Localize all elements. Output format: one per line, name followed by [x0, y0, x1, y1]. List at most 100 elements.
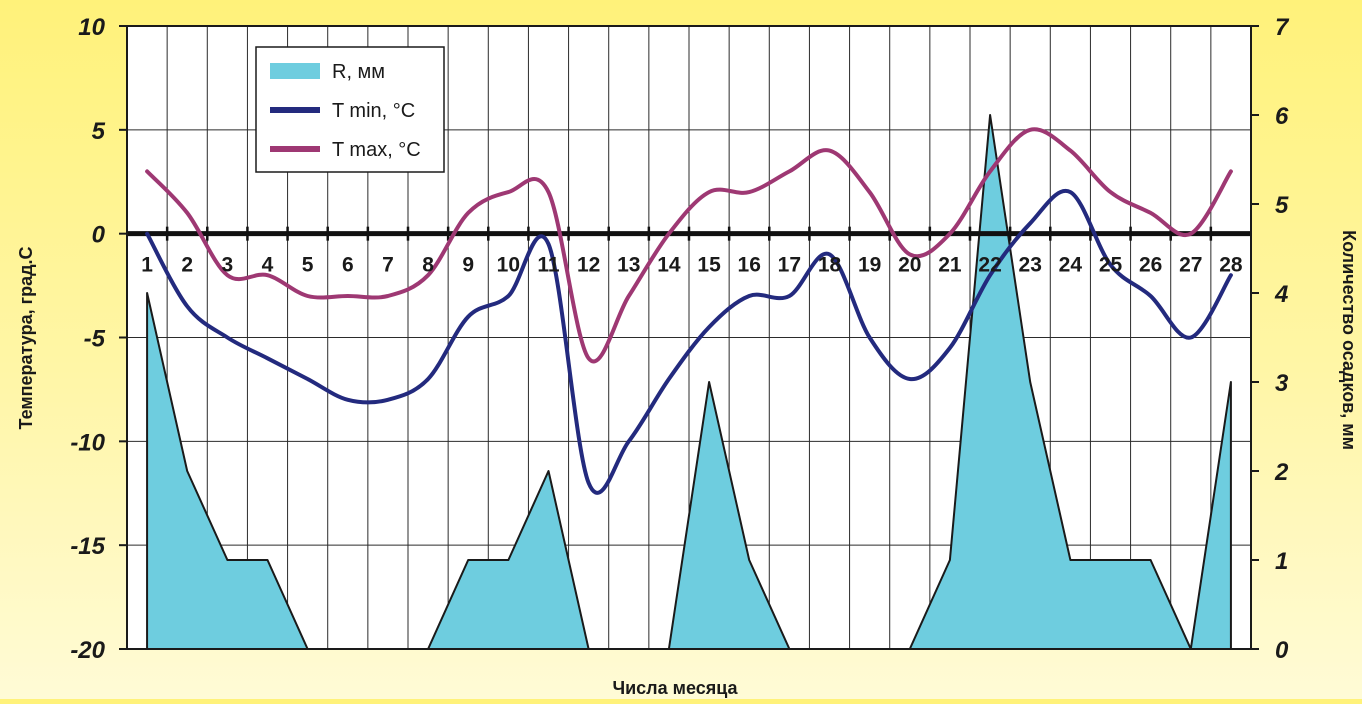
series-tmax-point	[387, 295, 389, 297]
series-tmax-point	[186, 212, 188, 214]
y-left-tick-label: 5	[92, 118, 106, 145]
x-tick-label: 26	[1139, 254, 1162, 277]
x-tick-label: 10	[497, 254, 520, 277]
x-tick-label: 24	[1059, 254, 1083, 277]
series-tmax-point	[869, 191, 871, 193]
precip-point	[949, 559, 951, 561]
series-tmin-point	[708, 326, 710, 328]
series-tmax-point	[628, 295, 630, 297]
series-tmax-point	[1029, 129, 1031, 131]
precip-point	[1230, 381, 1232, 383]
y-axis-left-title: Температура, град.С	[16, 246, 36, 429]
series-tmax-point	[1190, 233, 1192, 235]
precip-point	[989, 114, 991, 116]
x-tick-label: 14	[657, 254, 681, 277]
legend-entry-tmin: T min, °C	[270, 100, 415, 122]
x-tick-label: 5	[302, 254, 314, 277]
precip-point	[548, 470, 549, 472]
x-tick-label: 6	[342, 254, 354, 277]
x-tick-label: 25	[1099, 254, 1123, 277]
series-tmin-point	[628, 440, 630, 442]
series-tmin-point	[267, 357, 268, 359]
x-tick-label: 9	[462, 254, 474, 277]
precip-point	[748, 559, 750, 561]
y-left-tick-label: 0	[92, 222, 106, 249]
series-tmin-point	[548, 243, 549, 245]
x-tick-label: 21	[938, 254, 962, 277]
series-tmax-point	[267, 274, 268, 276]
series-tmax-point	[588, 357, 590, 359]
series-tmax-point	[467, 212, 469, 214]
y-left-tick-label: -10	[70, 429, 105, 456]
series-tmax-point	[507, 191, 509, 193]
series-tmin-point	[427, 378, 429, 380]
legend-label: T min, °C	[332, 100, 415, 122]
series-tmax-point	[949, 233, 951, 235]
series-tmin-point	[1150, 295, 1152, 297]
legend-entry-tmax: T max, °C	[270, 139, 421, 161]
series-tmin-point	[186, 305, 188, 307]
series-tmax-point	[427, 274, 429, 276]
x-tick-label: 7	[382, 254, 394, 277]
precip-point	[1029, 381, 1031, 383]
series-tmin-point	[146, 233, 148, 235]
series-tmax-point	[307, 295, 309, 297]
precip-point	[1150, 559, 1152, 561]
series-tmin-point	[668, 378, 670, 380]
legend-swatch	[270, 63, 320, 79]
series-tmin-point	[347, 399, 349, 401]
y-right-tick-label: 3	[1275, 370, 1289, 397]
x-tick-label: 23	[1019, 254, 1042, 277]
series-tmin-point	[1029, 222, 1031, 224]
x-tick-label: 1	[141, 254, 153, 277]
series-tmax-point	[708, 191, 710, 193]
series-tmax-point	[668, 233, 670, 235]
y-right-tick-label: 5	[1275, 192, 1289, 219]
series-tmin-point	[1230, 274, 1232, 276]
series-tmin-point	[829, 253, 830, 255]
y-right-tick-label: 6	[1275, 103, 1289, 130]
precip-point	[267, 559, 268, 561]
precip-point	[507, 559, 509, 561]
series-tmin-point	[387, 399, 389, 401]
series-tmin-point	[307, 378, 309, 380]
precip-point	[146, 292, 148, 294]
x-tick-label: 11	[537, 254, 560, 277]
series-tmax-point	[1230, 170, 1232, 172]
precip-point	[186, 470, 188, 472]
y-axis-right-title: Количество осадков, мм	[1339, 230, 1359, 450]
y-right-tick-label: 1	[1275, 548, 1288, 575]
x-tick-label: 19	[858, 254, 881, 277]
x-tick-label: 3	[222, 254, 234, 277]
series-tmin-point	[1110, 264, 1111, 266]
x-tick-label: 15	[697, 254, 721, 277]
x-tick-label: 28	[1219, 254, 1243, 277]
x-axis-title: Числа месяца	[612, 678, 738, 698]
series-tmin-point	[226, 337, 228, 338]
precip-point	[1110, 559, 1111, 561]
series-tmax-point	[788, 170, 790, 172]
x-tick-label: 17	[778, 254, 801, 277]
series-tmin-point	[1190, 337, 1192, 338]
series-tmin-point	[588, 482, 590, 484]
x-tick-label: 27	[1179, 254, 1202, 277]
x-tick-label: 16	[738, 254, 761, 277]
legend-label: R, мм	[332, 61, 385, 83]
precip-point	[467, 559, 469, 561]
series-tmax-point	[548, 191, 549, 193]
x-tick-label: 13	[617, 254, 640, 277]
series-tmax-point	[1069, 150, 1071, 152]
x-tick-label: 18	[818, 254, 842, 277]
series-tmin-point	[1069, 191, 1071, 193]
series-tmax-point	[989, 170, 991, 172]
y-left-tick-label: 10	[78, 14, 105, 41]
series-tmax-point	[226, 274, 228, 276]
y-left-tick-label: -15	[70, 533, 105, 560]
y-right-tick-label: 0	[1275, 637, 1289, 664]
series-tmax-point	[909, 253, 911, 255]
series-tmin-point	[989, 274, 991, 276]
x-tick-label: 12	[577, 254, 600, 277]
x-tick-label: 22	[978, 254, 1001, 277]
y-left-tick-label: -5	[84, 326, 106, 353]
